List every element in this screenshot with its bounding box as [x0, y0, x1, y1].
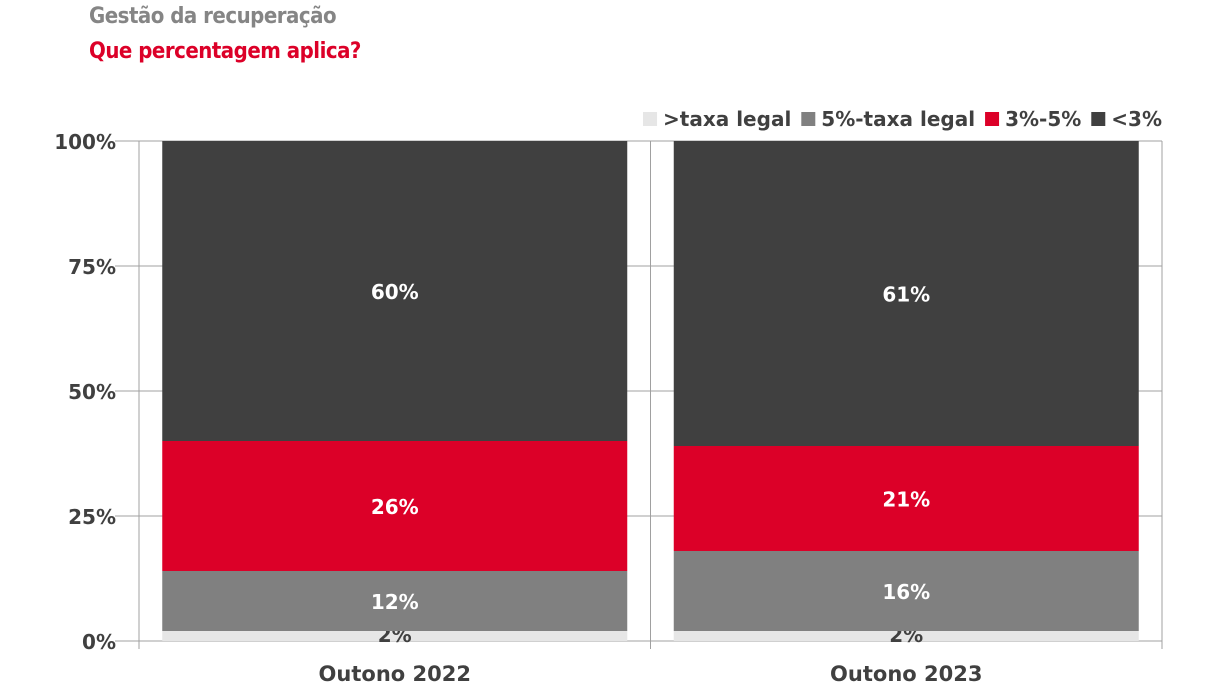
y-tick-label: 0% — [82, 630, 116, 654]
y-tick-label: 25% — [68, 505, 116, 529]
legend-swatch — [643, 112, 658, 126]
legend: >taxa legal 5%-taxa legal 3%-5% <3% — [643, 107, 1162, 131]
data-label: 12% — [371, 590, 419, 614]
bar-segment — [673, 446, 1139, 551]
data-label: 26% — [371, 495, 419, 519]
legend-swatch — [985, 112, 1000, 126]
bar-segment — [673, 631, 1139, 641]
legend-swatch — [1091, 112, 1106, 126]
chart-title: Gestão da recuperação — [89, 4, 337, 29]
legend-label: 3%-5% — [1005, 107, 1081, 131]
legend-label: >taxa legal — [663, 107, 791, 131]
y-tick-label: 75% — [68, 255, 116, 279]
bar-segment — [162, 631, 628, 641]
data-label: 21% — [882, 488, 930, 512]
bar-segment — [162, 441, 628, 571]
data-label: 61% — [882, 283, 930, 307]
legend-label: 5%-taxa legal — [821, 107, 975, 131]
bar-segment — [673, 141, 1139, 446]
x-tick-label: Outono 2022 — [319, 662, 471, 686]
chart-subtitle: Que percentagem aplica? — [89, 39, 361, 64]
bar-segment — [162, 141, 628, 441]
x-tick-label: Outono 2023 — [830, 662, 982, 686]
y-tick-label: 50% — [68, 380, 116, 404]
data-label: 60% — [371, 280, 419, 304]
legend-label: <3% — [1111, 107, 1162, 131]
y-tick-label: 100% — [54, 130, 116, 154]
bar-segment — [162, 571, 628, 631]
data-label: 16% — [882, 580, 930, 604]
legend-swatch — [801, 112, 816, 126]
bar-segment — [673, 551, 1139, 631]
